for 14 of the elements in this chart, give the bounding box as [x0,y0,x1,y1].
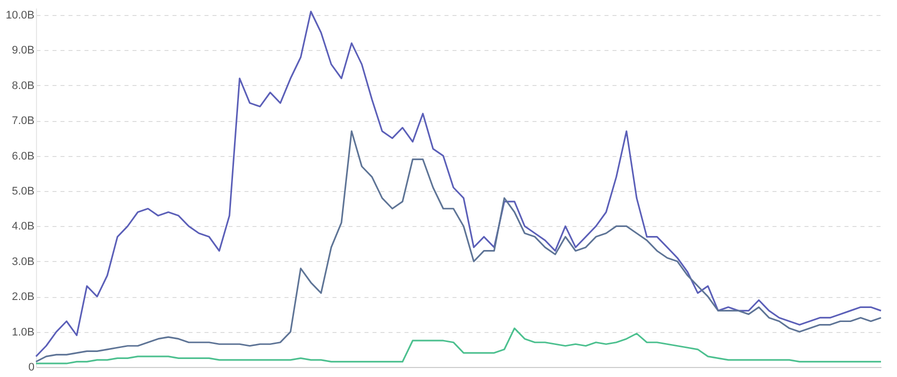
y-tick-label: 3.0B [12,256,34,268]
y-tick-label: 0 [28,362,34,374]
y-tick-label: 2.0B [12,291,34,304]
y-tick-label: 5.0B [12,186,34,198]
y-tick-label: 9.0B [12,44,34,57]
y-tick-label: 7.0B [12,115,34,128]
line-series [35,10,882,358]
y-tick-label: 10.0B [6,10,34,22]
y-tick-label: 8.0B [12,80,34,92]
y-tick-label: 4.0B [12,220,34,233]
line-series [35,130,882,363]
y-tick-label: 1.0B [12,326,34,338]
line-series [35,327,882,364]
y-tick-label: 6.0B [12,150,34,162]
